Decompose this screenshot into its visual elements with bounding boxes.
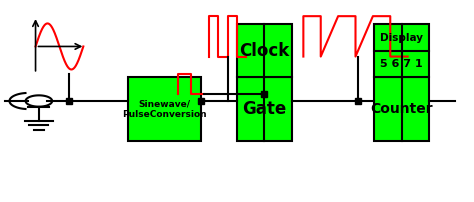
- Text: Sinewave/
PulseConversion: Sinewave/ PulseConversion: [122, 99, 207, 119]
- Text: Clock: Clock: [239, 41, 290, 60]
- Text: Gate: Gate: [242, 100, 286, 118]
- Text: 5 6 7 1: 5 6 7 1: [381, 59, 423, 69]
- Bar: [374, 24, 429, 77]
- Text: Display: Display: [380, 33, 423, 43]
- Text: Counter: Counter: [370, 102, 433, 116]
- Bar: [128, 77, 201, 141]
- Bar: [374, 77, 429, 141]
- Bar: [237, 24, 292, 77]
- Bar: [237, 77, 292, 141]
